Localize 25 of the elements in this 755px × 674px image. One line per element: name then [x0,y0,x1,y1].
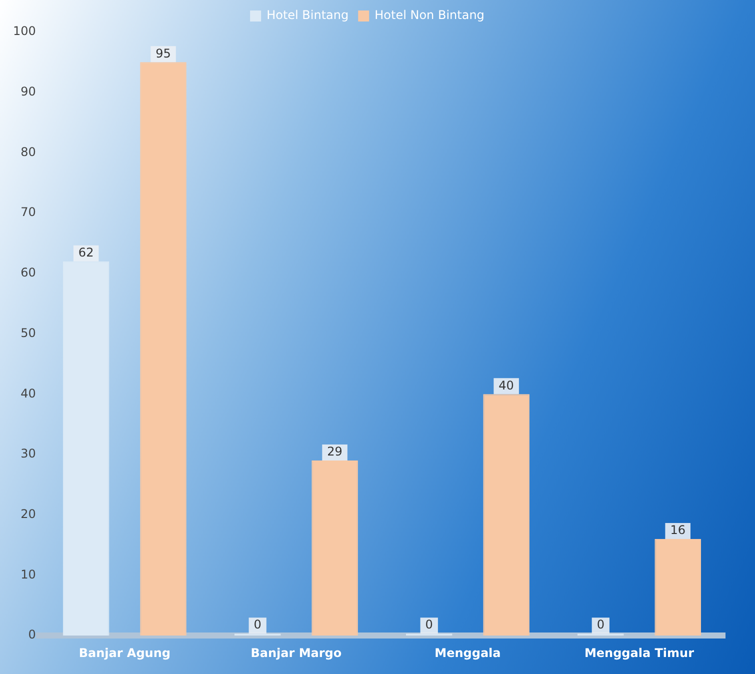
legend-label: Hotel Bintang [266,8,349,22]
data-label: 0 [596,618,604,632]
y-tick-label: 30 [20,446,36,461]
y-tick-label: 60 [20,266,36,280]
data-label: 0 [425,618,433,632]
data-label: 29 [327,444,342,459]
y-tick-label: 10 [20,567,36,582]
legend-label: Hotel Non Bintang [374,8,484,22]
y-tick-label: 70 [20,205,36,220]
x-tick-label: Banjar Margo [250,646,342,660]
x-tick-label: Menggala [434,646,501,660]
data-label: 16 [670,523,686,538]
y-tick-label: 20 [20,507,36,522]
data-label: 40 [498,378,514,392]
y-tick-label: 80 [20,144,36,159]
x-tick-label: Menggala Timur [584,646,694,660]
y-tick-label: 90 [20,84,36,98]
y-tick-label: 100 [13,24,36,38]
y-tick-label: 50 [20,326,36,340]
data-label: 62 [78,245,94,260]
data-label: 0 [254,618,262,632]
data-label: 95 [156,46,171,60]
x-tick-label: Banjar Agung [78,646,170,660]
y-tick-label: 0 [28,628,36,642]
y-tick-label: 40 [20,386,36,400]
